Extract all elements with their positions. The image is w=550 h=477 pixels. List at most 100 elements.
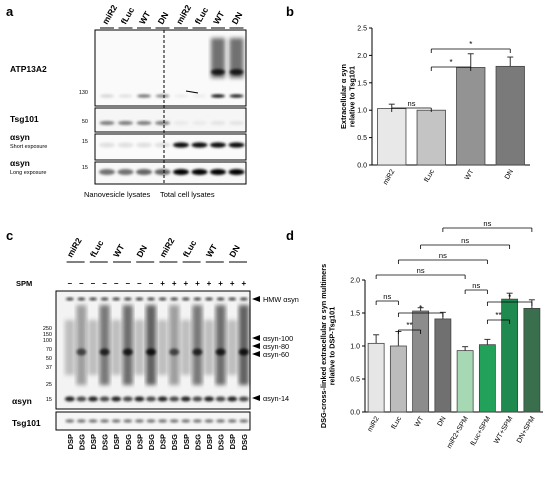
spm-sign: – bbox=[114, 279, 119, 288]
sig-label: * bbox=[419, 304, 422, 313]
treatment-label: DSG bbox=[147, 434, 156, 450]
band bbox=[118, 94, 133, 98]
band bbox=[112, 297, 121, 301]
x-tick-label: DN+SPM bbox=[516, 415, 537, 444]
spm-sign: + bbox=[160, 279, 165, 288]
band bbox=[118, 121, 133, 125]
band bbox=[88, 396, 98, 402]
band bbox=[146, 396, 156, 402]
spm-sign: + bbox=[207, 279, 212, 288]
annotation-label: αsyn-60 bbox=[263, 350, 289, 359]
x-tick-label: fLuc bbox=[390, 415, 403, 430]
band-smear bbox=[204, 320, 214, 375]
spm-sign: + bbox=[218, 279, 223, 288]
band bbox=[155, 121, 170, 125]
band bbox=[99, 142, 115, 148]
lane-label: miR2 bbox=[65, 236, 84, 259]
sig-label: ns bbox=[439, 251, 447, 260]
band bbox=[181, 419, 191, 423]
band bbox=[123, 297, 132, 301]
band bbox=[204, 396, 214, 402]
band bbox=[173, 142, 189, 148]
x-tick-label: miR2 bbox=[367, 415, 381, 433]
band bbox=[192, 396, 203, 402]
band-smear bbox=[169, 305, 180, 385]
band bbox=[239, 419, 249, 423]
band bbox=[229, 94, 244, 98]
band bbox=[180, 396, 191, 402]
group-label-total: Total cell lysates bbox=[160, 190, 215, 199]
bar bbox=[434, 318, 452, 413]
asyn-short-blot bbox=[94, 133, 247, 161]
band bbox=[99, 121, 115, 125]
band bbox=[227, 396, 238, 402]
panel-b-chart: 0.0 0.5 1.0 1.5 2.0 2.5 Extracellular α syn rel… bbox=[339, 26, 530, 186]
treatment-label: DSP bbox=[89, 434, 98, 449]
y-axis-label-line: relative to Tsg101 bbox=[348, 66, 357, 127]
spm-label: SPM bbox=[16, 279, 32, 288]
mw-marker: 70 bbox=[46, 347, 52, 353]
bar bbox=[377, 108, 407, 166]
x-tick-label: WT bbox=[414, 415, 426, 429]
sig-label: * bbox=[469, 40, 472, 49]
bar bbox=[389, 345, 407, 413]
band bbox=[134, 419, 144, 423]
band bbox=[135, 297, 144, 301]
panel-a-blot: miR2 fLuc WT DN miR2 fLuc WT DN ATP13A2130Tsg10… bbox=[10, 3, 247, 199]
band bbox=[238, 348, 249, 356]
band bbox=[228, 142, 245, 148]
band bbox=[100, 297, 109, 301]
treatment-label: DSP bbox=[228, 434, 237, 449]
band bbox=[100, 419, 110, 423]
arrow-icon bbox=[252, 351, 260, 357]
band bbox=[174, 94, 188, 98]
y-tick-label: 2.0 bbox=[357, 53, 367, 60]
x-tick-label: miR2+SPM bbox=[446, 415, 470, 449]
band bbox=[99, 169, 115, 175]
band bbox=[210, 121, 226, 125]
band-smear bbox=[215, 305, 226, 385]
y-tick-label: 0.0 bbox=[357, 163, 367, 170]
band bbox=[215, 396, 226, 402]
treatment-label: DSG bbox=[124, 434, 133, 450]
x-tick-label: WT+SPM bbox=[493, 415, 514, 445]
band bbox=[169, 419, 179, 423]
row-label: Tsg101 bbox=[12, 418, 41, 428]
band bbox=[239, 297, 248, 301]
band bbox=[157, 396, 168, 402]
band bbox=[227, 419, 237, 423]
sig-label: ** bbox=[406, 321, 412, 330]
row-label: ATP13A2 bbox=[10, 64, 47, 74]
band-smear bbox=[146, 305, 156, 385]
asyn-long-blot bbox=[94, 161, 247, 185]
lane-label: DN bbox=[227, 243, 242, 259]
band-smear bbox=[192, 305, 203, 385]
lane-label: WT bbox=[204, 242, 220, 259]
row-sublabel: Short exposure bbox=[10, 144, 47, 150]
band bbox=[136, 142, 152, 148]
arrow-icon bbox=[252, 296, 260, 302]
band-smear bbox=[180, 320, 191, 375]
arrow-icon bbox=[252, 395, 260, 401]
band bbox=[192, 348, 203, 356]
mw-marker: 15 bbox=[46, 397, 52, 403]
band bbox=[100, 94, 114, 98]
band-smear bbox=[111, 320, 122, 375]
panel-c-letter: c bbox=[6, 228, 13, 243]
lane-label: miR2 bbox=[157, 236, 176, 259]
treatment-label: DSG bbox=[170, 434, 179, 450]
band-smear bbox=[122, 305, 133, 385]
arrow-icon bbox=[252, 343, 260, 349]
band bbox=[76, 348, 87, 356]
spm-sign: – bbox=[68, 279, 73, 288]
bar bbox=[478, 344, 496, 413]
band bbox=[76, 419, 86, 423]
band bbox=[117, 169, 134, 175]
band bbox=[216, 297, 225, 301]
sig-label: ns bbox=[408, 99, 416, 108]
lane-label: miR2 bbox=[100, 3, 119, 26]
band-smear bbox=[227, 320, 238, 375]
band bbox=[192, 419, 202, 423]
treatment-label: DSP bbox=[159, 434, 168, 449]
y-tick-label: 2.0 bbox=[350, 278, 360, 285]
